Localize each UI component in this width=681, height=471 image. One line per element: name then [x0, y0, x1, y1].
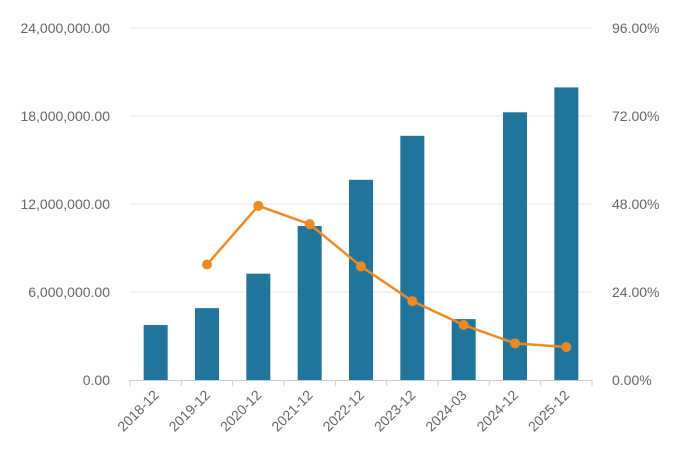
bar-2021-12	[297, 226, 322, 380]
ratio-line	[206, 204, 567, 349]
line-series	[202, 200, 572, 352]
x-axis-tick-label: 2019-12	[165, 387, 213, 435]
bar-2023-12	[400, 135, 425, 380]
bar-2020-12	[246, 273, 271, 380]
left-axis-tick-label: 0.00	[83, 372, 110, 388]
bar-2018-12	[143, 325, 168, 380]
line-point-2019-12	[202, 259, 212, 270]
bar-2022-12	[349, 179, 373, 380]
right-axis-tick-label: 0.00%	[612, 372, 652, 388]
right-axis-tick-label: 24.00%	[612, 284, 659, 300]
left-axis-tick-label: 24,000,000.00	[20, 20, 110, 36]
line-point-2022-12	[356, 261, 366, 272]
line-point-2020-12	[253, 200, 264, 211]
left-axis-tick-label: 6,000,000.00	[28, 284, 110, 300]
right-axis-tick-label: 96.00%	[612, 20, 659, 36]
x-axis-tick-labels: 2018-12 2019-12 2020-12 2021-12 2022-12 2023-…	[114, 387, 572, 435]
bar-series	[143, 87, 579, 381]
line-point-2024-03	[458, 320, 469, 330]
x-axis-tick-label: 2018-12	[114, 387, 162, 435]
bar-2019-12	[195, 308, 219, 380]
right-axis-tick-label: 72.00%	[612, 108, 659, 124]
x-axis-tick-label: 2020-12	[217, 387, 265, 435]
axes	[129, 380, 593, 386]
line-point-2025-12	[561, 342, 572, 352]
line-point-2021-12	[304, 219, 315, 230]
x-axis-tick-label: 2024-12	[473, 387, 521, 435]
x-axis-tick-label: 2021-12	[268, 387, 316, 435]
line-point-2024-12	[510, 338, 520, 349]
bar-2024-12	[503, 112, 527, 380]
x-axis-tick-label: 2023-12	[371, 387, 419, 435]
right-axis-tick-labels: 0.00% 24.00% 48.00% 72.00% 96.00%	[612, 20, 659, 388]
right-axis-tick-label: 48.00%	[612, 196, 659, 212]
x-axis-tick-label: 2025-12	[525, 387, 573, 435]
line-point-2023-12	[407, 296, 418, 307]
x-axis-tick-label: 2022-12	[319, 387, 367, 435]
left-axis-tick-label: 18,000,000.00	[20, 108, 110, 124]
bar-2025-12	[554, 87, 579, 381]
left-axis-tick-labels: 0.00 6,000,000.00 12,000,000.00 18,000,000.…	[20, 20, 110, 388]
left-axis-tick-label: 12,000,000.00	[20, 196, 110, 212]
x-axis-tick-label: 2024-03	[422, 387, 470, 435]
